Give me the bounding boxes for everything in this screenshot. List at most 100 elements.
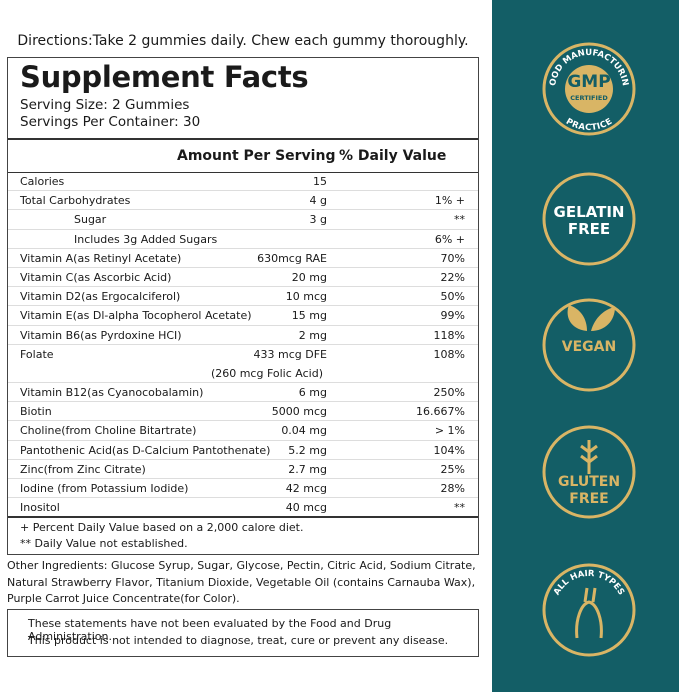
disclaimer-line: These statements have not been evaluated… [28, 617, 392, 643]
header-row: Amount Per Serving % Daily Value [8, 138, 478, 173]
badge-ring [542, 425, 636, 519]
badge-seal [565, 65, 613, 113]
nutrient-amount: 5.2 mg [288, 443, 327, 457]
nutrient-dv: 28% [440, 482, 465, 496]
footnote: ** Daily Value not established. [20, 537, 188, 550]
nutrient-row: Choline(from Choline Bitartrate) 0.04 mg >… [8, 421, 478, 441]
servings-per-container: Servings Per Container: 30 [20, 114, 201, 130]
nutrient-row: Folate 433 mcg DFE 108% (260 mcg Folic Acid… [8, 345, 478, 384]
nutrient-row: Biotin 5000 mcg 16.667% [8, 402, 478, 422]
facts-title: Supplement Facts [20, 60, 309, 94]
nutrient-row: Total Carbohydrates 4 g 1% + [8, 191, 478, 211]
nutrient-dv: ** [454, 213, 465, 227]
dv-header: % Daily Value [339, 148, 447, 164]
facts-box: Supplement Facts Serving Size: 2 Gummies… [7, 57, 479, 555]
badge-panel: GOOD MANUFACTURINGPRACTICEGMPCERTIFIEDGE… [492, 0, 679, 692]
nutrient-dv: 70% [440, 251, 465, 265]
badge-ring [542, 42, 636, 136]
nutrient-dv: 118% [433, 328, 465, 342]
nutrient-name: Calories [20, 175, 65, 188]
footnote: + Percent Daily Value based on a 2,000 c… [20, 521, 304, 534]
nutrient-name: Vitamin C(as Ascorbic Acid) [20, 270, 172, 284]
nutrient-name: Inositol [20, 501, 60, 515]
nutrient-row: Zinc(from Zinc Citrate) 2.7 mg 25% [8, 460, 478, 480]
directions: Directions:Take 2 gummies daily. Chew ea… [17, 33, 469, 49]
badge-text: FREE [568, 220, 610, 238]
nutrient-row: Vitamin E(as Dl-alpha Tocopherol Acetate… [8, 306, 478, 326]
nutrient-rows: Calories 15 Total Carbohydrates 4 g 1% + Suga… [8, 172, 478, 518]
nutrient-dv: 16.667% [416, 405, 465, 419]
nutrient-amount: 0.04 mg [281, 424, 327, 438]
nutrient-amount: 5000 mcg [271, 405, 327, 419]
nutrient-amount: 15 mg [291, 309, 327, 323]
badge-ring [542, 563, 636, 657]
nutrient-row: Iodine (from Potassium Iodide) 42 mcg 28% [8, 479, 478, 499]
nutrient-name: Choline(from Choline Bitartrate) [20, 424, 197, 438]
nutrient-row: Vitamin A(as Retinyl Acetate) 630mcg RAE 7… [8, 249, 478, 268]
nutrient-dv: 1% + [434, 194, 465, 208]
label-panel: Directions:Take 2 gummies daily. Chew ea… [7, 33, 479, 657]
nutrient-amount: 630mcg RAE [257, 251, 327, 265]
nutrient-amount: 15 [313, 175, 327, 188]
nutrient-amount: 2.7 mg [288, 462, 327, 476]
badge-text: GLUTEN [558, 474, 620, 490]
nutrient-dv: 104% [433, 443, 465, 457]
nutrient-name: Includes 3g Added Sugars [74, 232, 218, 246]
amount-header: Amount Per Serving [177, 148, 336, 164]
nutrient-row: Includes 3g Added Sugars 6% + [8, 230, 478, 249]
badge-ring [542, 298, 636, 392]
nutrient-name: Iodine (from Potassium Iodide) [20, 482, 189, 496]
badge-text: GMP [567, 72, 610, 92]
badge-ring-text: PRACTICE [564, 117, 614, 133]
nutrient-name: Vitamin E(as Dl-alpha Tocopherol Acetate… [20, 309, 252, 323]
badge-ring [542, 172, 636, 266]
disclaimer-box: These statements have not been evaluated… [7, 609, 479, 657]
nutrient-amount: 3 g [309, 213, 327, 227]
nutrient-amount: 433 mcg DFE [253, 347, 327, 361]
nutrient-amount: 4 g [309, 194, 327, 208]
nutrient-name: Vitamin B6(as Pyrdoxine HCI) [20, 328, 182, 342]
other-ingredients: Other Ingredients: Glucose Syrup, Sugar,… [7, 559, 476, 605]
nutrient-row: Sugar 3 g ** [8, 210, 478, 230]
nutrient-amount: 20 mg [291, 270, 327, 284]
badge-icon [575, 587, 603, 639]
serving-size: Serving Size: 2 Gummies [20, 97, 190, 113]
nutrient-row: Vitamin B6(as Pyrdoxine HCI) 2 mg 118% [8, 326, 478, 345]
nutrient-dv: 99% [440, 309, 465, 323]
nutrient-name: Biotin [20, 405, 52, 419]
nutrient-row: Vitamin D2(as Ergocalciferol) 10 mcg 50% [8, 287, 478, 307]
nutrient-amount: 40 mcg [285, 501, 327, 515]
badge: GOOD MANUFACTURINGPRACTICEGMPCERTIFIED [542, 42, 636, 136]
nutrient-amount: 2 mg [298, 328, 327, 342]
nutrient-row: Pantothenic Acid(as D-Calcium Pantothena… [8, 441, 478, 460]
nutrient-name: Folate [20, 347, 54, 361]
nutrient-row: Calories 15 [8, 172, 478, 192]
nutrient-row: Vitamin B12(as Cyanocobalamin) 6 mg 250% [8, 383, 478, 403]
nutrient-name: Zinc(from Zinc Citrate) [20, 462, 146, 476]
nutrient-row: Vitamin C(as Ascorbic Acid) 20 mg 22% [8, 268, 478, 288]
badge: ALL HAIR TYPES [542, 563, 636, 657]
nutrient-dv: > 1% [434, 424, 465, 438]
nutrient-row: Inositol 40 mcg ** [8, 498, 478, 518]
nutrient-amount: 10 mcg [285, 290, 327, 304]
badge-icon [580, 440, 598, 474]
badge-text: GELATIN [554, 203, 625, 221]
nutrient-dv: 50% [440, 290, 465, 304]
nutrient-name: Vitamin B12(as Cyanocobalamin) [20, 386, 204, 400]
nutrient-name: Vitamin D2(as Ergocalciferol) [20, 290, 181, 304]
nutrient-name: Pantothenic Acid(as D-Calcium Pantothena… [20, 443, 271, 457]
badge-text: CERTIFIED [570, 94, 608, 102]
nutrient-dv: 25% [440, 462, 465, 476]
badge-text: FREE [569, 491, 608, 507]
nutrient-amount: 6 mg [298, 386, 327, 400]
nutrient-dv: 250% [433, 386, 465, 400]
divider [8, 516, 478, 518]
disclaimer-line: This product is not intended to diagnose… [28, 634, 449, 647]
nutrient-name: Total Carbohydrates [20, 194, 131, 208]
nutrient-dv: 22% [440, 270, 465, 284]
badge-ring-text: PRACTICE [564, 117, 614, 133]
nutrient-dv: 6% + [434, 232, 465, 246]
